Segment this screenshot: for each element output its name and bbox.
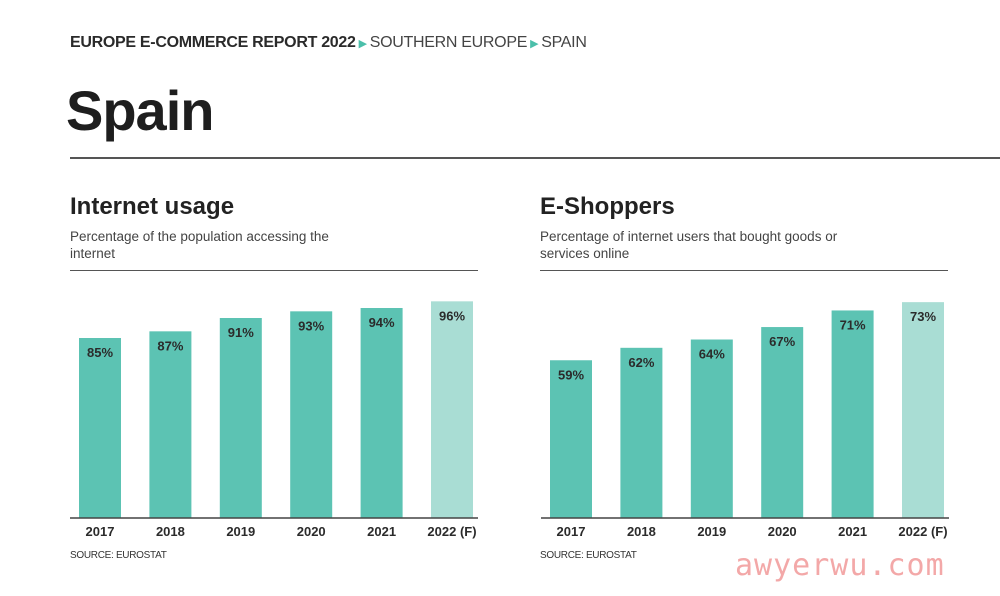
x-tick-label: 2022 (F) — [898, 524, 947, 539]
bar-2018 — [620, 347, 663, 518]
x-tick-label: 2021 — [838, 524, 867, 539]
data-label: 67% — [769, 334, 795, 349]
data-label: 93% — [298, 318, 324, 333]
data-label: 87% — [157, 338, 183, 353]
bar-2019 — [690, 339, 733, 518]
x-tick-label: 2020 — [297, 524, 326, 539]
arrow-right-icon: ▶ — [530, 38, 539, 50]
bar-2018 — [149, 331, 192, 518]
data-label: 91% — [228, 325, 254, 340]
data-label: 59% — [558, 367, 584, 382]
breadcrumb-country: SPAIN — [541, 34, 587, 51]
x-tick-label: 2017 — [557, 524, 586, 539]
bar-2017 — [79, 338, 121, 518]
chart-title-e-shoppers: E-Shoppers — [540, 193, 675, 220]
x-tick-label: 2019 — [697, 524, 726, 539]
data-label: 71% — [840, 317, 866, 332]
watermark: awyerwu.com — [735, 548, 945, 583]
divider — [70, 270, 478, 271]
x-tick-label: 2022 (F) — [427, 524, 476, 539]
data-label: 64% — [699, 347, 725, 362]
divider — [70, 157, 1000, 159]
bar-2022 (F) — [431, 301, 473, 518]
data-label: 73% — [910, 309, 936, 324]
chart-subtitle-internet-usage: Percentage of the population accessing t… — [70, 229, 329, 261]
chart-title-internet-usage: Internet usage — [70, 193, 235, 220]
arrow-right-icon: ▶ — [358, 38, 367, 50]
x-tick-label: 2020 — [768, 524, 797, 539]
bar-2021 — [831, 310, 874, 518]
x-tick-label: 2019 — [226, 524, 255, 539]
data-label: 62% — [628, 355, 654, 370]
bar-2021 — [360, 308, 403, 518]
bar-2022 (F) — [902, 302, 944, 518]
source-note: SOURCE: EUROSTAT — [70, 550, 167, 561]
breadcrumb: EUROPE E-COMMERCE REPORT 2022 ▶ SOUTHERN E… — [70, 34, 587, 52]
x-tick-label: 2021 — [367, 524, 396, 539]
data-label: 85% — [87, 345, 113, 360]
data-label: 94% — [369, 315, 395, 330]
bar-2017 — [550, 360, 592, 518]
source-note: SOURCE: EUROSTAT — [540, 550, 637, 561]
x-tick-label: 2017 — [86, 524, 115, 539]
bar-2020 — [761, 327, 804, 518]
x-tick-label: 2018 — [156, 524, 185, 539]
bar-2019 — [219, 318, 262, 518]
data-label: 96% — [439, 308, 465, 323]
x-tick-label: 2018 — [627, 524, 656, 539]
bar-2020 — [290, 311, 333, 518]
chart-subtitle-e-shoppers: Percentage of internet users that bought… — [540, 229, 838, 261]
breadcrumb-report: EUROPE E-COMMERCE REPORT 2022 — [70, 34, 356, 51]
page-title: Spain — [66, 79, 214, 142]
breadcrumb-region: SOUTHERN EUROPE — [369, 34, 528, 51]
divider — [540, 270, 948, 271]
